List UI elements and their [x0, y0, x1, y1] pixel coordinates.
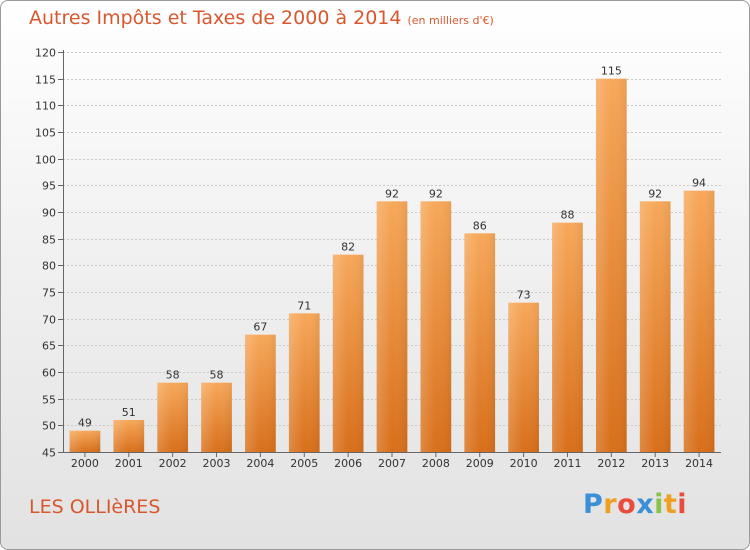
- y-tick-label: 45: [42, 447, 56, 460]
- x-tick-label: 2008: [422, 457, 450, 470]
- bar-shine: [201, 382, 232, 452]
- y-tick-label: 105: [35, 127, 56, 140]
- x-tick-label: 2001: [115, 457, 143, 470]
- logo-letter: x: [636, 489, 655, 520]
- logo-letter: i: [654, 489, 664, 520]
- data-label: 88: [560, 209, 574, 222]
- x-tick-label: 2004: [246, 457, 274, 470]
- bar-shine: [508, 302, 539, 452]
- y-tick-label: 90: [42, 207, 56, 220]
- proxiti-logo: Proxiti: [583, 489, 687, 520]
- bar-shine: [69, 430, 101, 452]
- y-tick-label: 75: [42, 287, 56, 300]
- data-label: 86: [473, 219, 487, 232]
- bar-shine: [552, 222, 583, 452]
- axes: [58, 50, 721, 457]
- bar-shine: [464, 233, 496, 452]
- y-tick-label: 70: [42, 314, 56, 327]
- logo-letter: r: [603, 489, 618, 520]
- data-label: 92: [385, 187, 399, 200]
- y-tick-label: 55: [42, 394, 56, 407]
- data-label: 67: [253, 321, 267, 334]
- x-tick-label: 2007: [378, 457, 406, 470]
- y-tick-label: 50: [42, 420, 56, 433]
- logo-letter: o: [617, 489, 637, 520]
- x-tick-label: 2009: [466, 457, 494, 470]
- data-label: 58: [210, 369, 224, 382]
- y-tick-label: 115: [35, 74, 56, 87]
- x-tick-label: 2013: [641, 457, 669, 470]
- bar-shine: [113, 420, 145, 452]
- y-tick-label: 60: [42, 367, 56, 380]
- bar-shine: [639, 201, 671, 452]
- data-label: 82: [341, 241, 355, 254]
- bar-shine: [288, 313, 320, 452]
- logo-letter: t: [663, 489, 678, 520]
- bars: [69, 78, 715, 453]
- logo-letter: i: [677, 489, 688, 520]
- data-label: 49: [78, 417, 92, 430]
- y-tick-label: 110: [35, 100, 56, 113]
- bar-shine: [420, 201, 452, 452]
- data-label: 115: [601, 65, 622, 78]
- x-tick-label: 2005: [290, 457, 318, 470]
- commune-name: LES OLLIèRES: [29, 496, 161, 518]
- bar-shine: [683, 190, 715, 452]
- bar-shine: [376, 201, 408, 452]
- y-tick-label: 80: [42, 260, 56, 273]
- chart-title-main: Autres Impôts et Taxes de 2000 à 2014: [29, 7, 402, 29]
- x-tick-label: 2000: [71, 457, 99, 470]
- bar-shine: [332, 254, 364, 452]
- data-label: 73: [517, 289, 531, 302]
- y-tick-label: 120: [35, 47, 56, 60]
- labels: 45 50 55 60 65 70 75 80 85 90 95 100 105 110 115 120 49 2…: [35, 47, 713, 471]
- bar-shine: [157, 382, 189, 452]
- chart-title: Autres Impôts et Taxes de 2000 à 2014 (en…: [29, 7, 494, 29]
- x-tick-label: 2014: [685, 457, 713, 470]
- x-tick-label: 2010: [510, 457, 538, 470]
- x-tick-label: 2012: [597, 457, 625, 470]
- data-label: 51: [122, 406, 136, 419]
- x-tick-label: 2011: [553, 457, 581, 470]
- data-label: 94: [692, 177, 706, 190]
- y-tick-label: 65: [42, 340, 56, 353]
- data-label: 58: [166, 369, 180, 382]
- x-tick-label: 2002: [159, 457, 187, 470]
- data-label: 92: [648, 187, 662, 200]
- y-tick-label: 85: [42, 234, 56, 247]
- chart-title-unit: (en milliers d'€): [407, 14, 494, 27]
- y-tick-label: 95: [42, 180, 56, 193]
- data-label: 92: [429, 187, 443, 200]
- x-tick-label: 2003: [203, 457, 231, 470]
- y-tick-label: 100: [35, 154, 56, 167]
- bar-shine: [245, 334, 276, 452]
- bar-shine: [595, 78, 627, 453]
- data-label: 71: [297, 299, 311, 312]
- logo-letter: P: [583, 489, 604, 520]
- x-tick-label: 2006: [334, 457, 362, 470]
